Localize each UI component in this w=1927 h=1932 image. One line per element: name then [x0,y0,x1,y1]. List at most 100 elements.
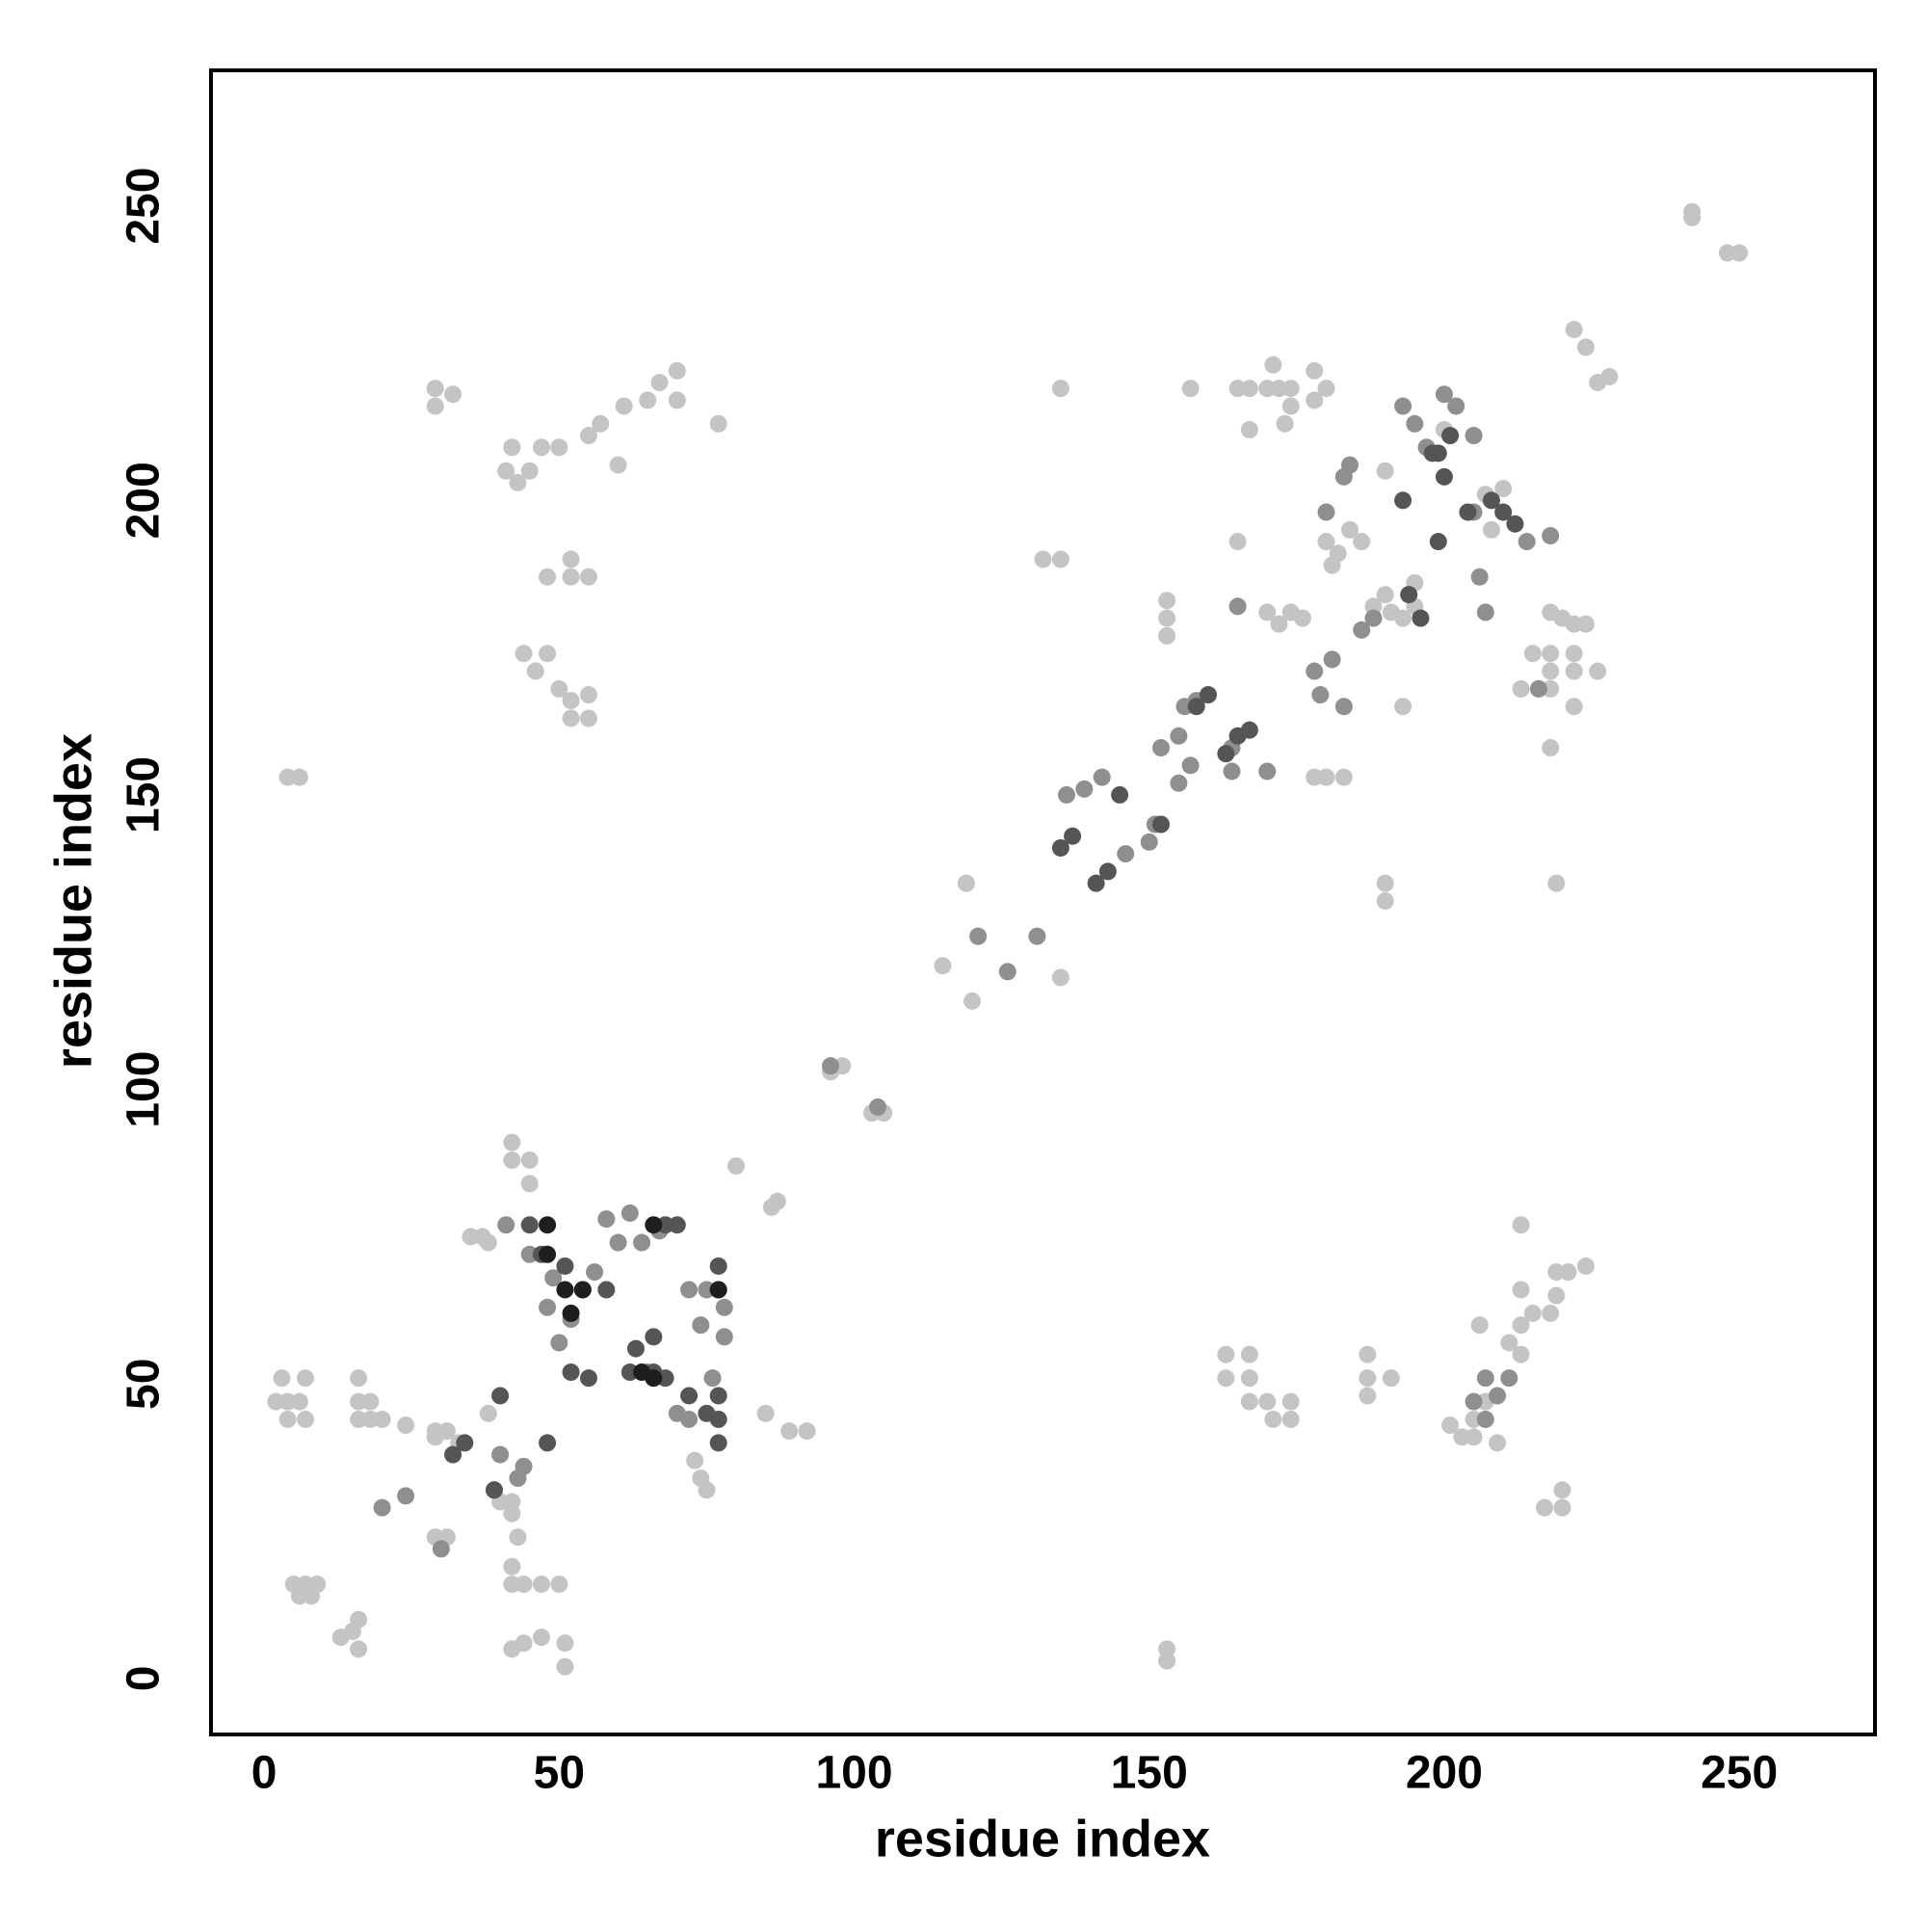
point [639,391,657,410]
point [579,709,597,728]
point [1470,568,1489,586]
point [1293,609,1311,627]
point [1506,515,1524,533]
point [1087,874,1105,892]
point [1447,397,1465,415]
point [615,397,633,415]
point [869,1098,887,1116]
point [550,1575,568,1594]
point [556,1281,574,1299]
point [1435,385,1453,404]
point [1306,391,1324,410]
point [709,414,727,433]
point [1376,586,1394,604]
point [1542,526,1560,544]
point [539,1216,557,1234]
point [964,992,982,1010]
point [303,1587,321,1605]
point [1441,1416,1460,1435]
point [1151,739,1170,757]
point [1111,785,1129,804]
point [426,397,444,415]
point [1117,845,1135,863]
point [1151,815,1170,834]
point [592,414,610,433]
point [1258,1392,1277,1411]
point [1576,1257,1595,1275]
point [1482,520,1500,539]
point [1281,380,1300,398]
point [562,692,580,710]
point [668,391,686,410]
point [1429,444,1447,463]
point [350,1640,368,1658]
point [1435,467,1453,486]
point [597,1281,616,1299]
point [1500,1369,1518,1388]
point [609,456,627,474]
point [1353,621,1371,639]
point [1400,586,1418,604]
point [479,1404,497,1422]
point [680,1410,699,1428]
point [1306,768,1324,786]
point [1441,427,1460,445]
point [709,1281,727,1299]
point [1494,503,1513,521]
point [1359,1387,1377,1405]
point [1359,1369,1377,1388]
point [532,438,550,457]
point [957,874,975,892]
point [645,1328,663,1346]
point [539,1298,557,1316]
point [1158,609,1176,627]
point [579,1369,597,1388]
point [497,462,515,480]
point [515,1457,533,1475]
point [1500,1334,1518,1352]
point [668,361,686,380]
point [1576,615,1595,633]
point [296,1369,314,1388]
point [1576,338,1595,357]
point [1394,491,1412,510]
point [1547,1286,1566,1305]
point [1217,745,1235,763]
point [1494,480,1513,498]
point [698,1481,716,1499]
point [1170,727,1188,745]
point [1512,1216,1530,1234]
x-tick-label: 250 [1701,1748,1778,1799]
point [515,645,533,663]
point [1476,603,1494,622]
point [562,709,580,728]
point [668,1216,686,1234]
point [397,1416,415,1435]
point [1240,420,1258,438]
point [562,1304,580,1322]
point [1406,414,1424,433]
point [1512,1281,1530,1299]
point [515,1575,533,1594]
point [1028,927,1046,945]
point [686,1451,704,1469]
y-tick-label: 100 [119,1051,170,1128]
point [520,1216,539,1234]
point [1281,397,1300,415]
point [290,1392,308,1411]
point [562,568,580,586]
point [1317,503,1335,521]
point [1523,1304,1542,1322]
point [1412,609,1430,627]
point [1542,662,1560,680]
point [1228,597,1247,616]
point [1240,380,1258,398]
point [1281,1410,1300,1428]
point [715,1328,733,1346]
point [1158,592,1176,610]
point [1529,679,1547,698]
y-tick-label: 250 [119,168,170,245]
x-tick-label: 50 [534,1748,585,1799]
point [1317,533,1335,551]
point [1542,645,1560,663]
